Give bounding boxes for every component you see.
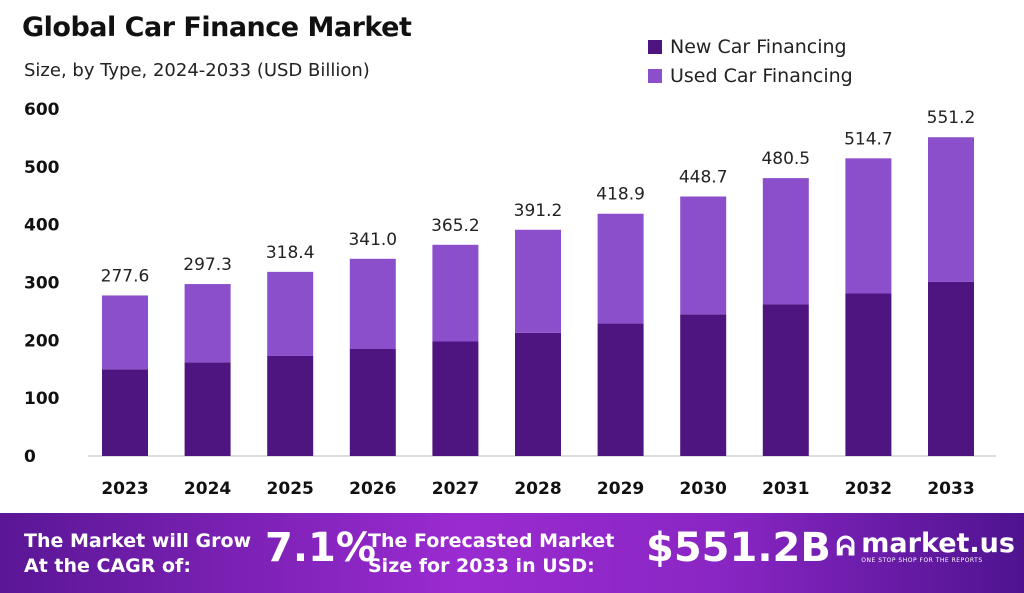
- bar-used-2026: [349, 258, 396, 350]
- chart-subtitle: Size, by Type, 2024-2033 (USD Billion): [24, 60, 370, 81]
- bar-used-2028: [515, 229, 561, 333]
- data-label-2030: 448.7: [679, 168, 728, 188]
- data-label-2033: 551.2: [927, 108, 976, 128]
- data-label-2032: 514.7: [844, 129, 893, 149]
- legend-label-used: Used Car Financing: [670, 64, 853, 87]
- x-tick-label: 2033: [927, 479, 974, 499]
- forecast-label: The Forecasted Market Size for 2033 in US…: [368, 529, 614, 579]
- y-tick-label: 100: [24, 389, 60, 409]
- legend: New Car Financing Used Car Financing: [648, 32, 853, 90]
- bar-new-2025: [267, 355, 314, 456]
- bar-new-2028: [515, 332, 561, 456]
- y-tick-label: 500: [24, 158, 60, 178]
- brand-logo: ᕱ market.us ONE STOP SHOP FOR THE REPORTS: [836, 528, 1015, 564]
- bar-used-2033: [928, 137, 974, 282]
- chart-title: Global Car Finance Market: [22, 12, 412, 43]
- x-tick-label: 2028: [514, 479, 561, 499]
- data-label-2026: 341.0: [348, 230, 397, 250]
- legend-item-used: Used Car Financing: [648, 61, 853, 90]
- bar-used-2031: [762, 178, 809, 305]
- data-label-2024: 297.3: [183, 255, 232, 275]
- bar-new-2023: [102, 369, 148, 456]
- brand-tagline: ONE STOP SHOP FOR THE REPORTS: [861, 557, 983, 564]
- legend-swatch-new: [648, 39, 662, 54]
- legend-label-new: New Car Financing: [670, 35, 847, 58]
- y-tick-label: 200: [24, 331, 60, 351]
- forecast-label-line2: Size for 2033 in USD:: [368, 555, 595, 577]
- cagr-value: 7.1%: [265, 525, 376, 571]
- bar-used-2032: [845, 158, 892, 294]
- y-tick-label: 300: [24, 274, 60, 294]
- bar-new-2030: [680, 314, 727, 456]
- data-label-2025: 318.4: [266, 243, 315, 263]
- bar-chart: 0 100 200 300 400 500 600 277.6 2023 297.3 2024 318…: [24, 100, 996, 499]
- x-tick-label: 2029: [597, 479, 644, 499]
- x-tick-label: 2031: [762, 479, 809, 499]
- forecast-value: $551.2B: [646, 525, 831, 571]
- x-tick-label: 2030: [680, 479, 727, 499]
- bar-new-2033: [928, 281, 974, 456]
- cagr-label-line2: At the CAGR of:: [24, 555, 191, 577]
- bar-used-2024: [184, 284, 231, 363]
- data-label-2028: 391.2: [514, 201, 563, 221]
- brand-logo-icon: ᕱ: [836, 532, 856, 562]
- bar-new-2026: [349, 349, 396, 456]
- data-label-2023: 277.6: [101, 266, 150, 286]
- bar-used-2029: [597, 213, 644, 324]
- y-tick-label: 400: [24, 216, 60, 236]
- bar-new-2024: [184, 362, 231, 456]
- bar-used-2025: [267, 271, 314, 356]
- x-tick-label: 2024: [184, 479, 231, 499]
- x-tick-label: 2032: [845, 479, 892, 499]
- bar-used-2027: [432, 244, 479, 342]
- bar-new-2031: [762, 304, 809, 456]
- legend-swatch-used: [648, 68, 662, 83]
- forecast-label-line1: The Forecasted Market: [368, 530, 615, 552]
- bar-used-2023: [102, 295, 148, 370]
- cagr-label-line1: The Market will Grow: [24, 530, 252, 552]
- data-label-2029: 418.9: [596, 185, 645, 205]
- footer-banner: The Market will Grow At the CAGR of: 7.1%…: [0, 513, 1024, 593]
- bar-new-2032: [845, 293, 892, 456]
- brand-name: market.us: [861, 528, 1015, 559]
- y-tick-label: 600: [24, 100, 60, 120]
- data-label-2031: 480.5: [761, 149, 810, 169]
- data-label-2027: 365.2: [431, 216, 480, 236]
- x-tick-label: 2027: [432, 479, 479, 499]
- legend-item-new: New Car Financing: [648, 32, 853, 61]
- cagr-label: The Market will Grow At the CAGR of:: [24, 529, 251, 579]
- bar-used-2030: [680, 196, 727, 315]
- x-tick-label: 2023: [101, 479, 148, 499]
- bar-new-2029: [597, 323, 644, 456]
- x-tick-label: 2026: [349, 479, 396, 499]
- y-tick-label: 0: [24, 447, 36, 467]
- bar-new-2027: [432, 341, 479, 456]
- x-tick-label: 2025: [267, 479, 314, 499]
